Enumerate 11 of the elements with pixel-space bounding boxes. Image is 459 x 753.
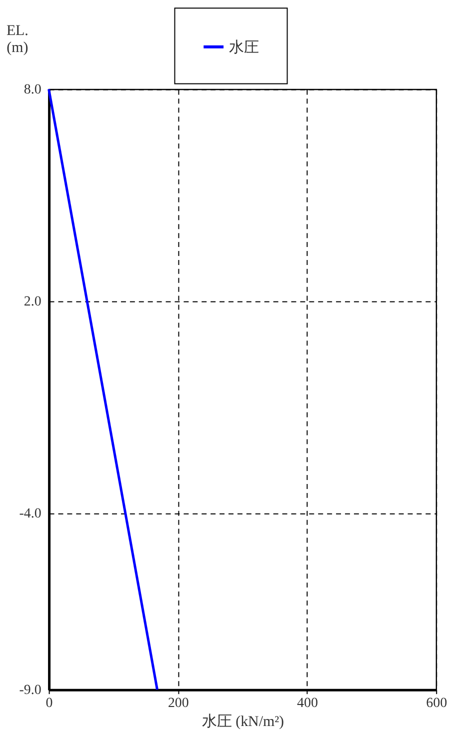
y-tick-label: 2.0 [24, 294, 42, 310]
y-tick-label: -4.0 [19, 506, 42, 522]
y-tick-label: 8.0 [24, 82, 42, 98]
legend-label: 水圧 [229, 38, 259, 56]
y-axis-title: EL. (m) [6, 22, 28, 56]
x-axis-title: 水圧 (kN/m²) [202, 712, 284, 730]
x-tick-label: 400 [297, 696, 318, 712]
x-tick-label: 600 [426, 696, 448, 712]
x-tick-label: 0 [46, 696, 53, 712]
x-tick-label: 200 [168, 696, 189, 712]
y-tick-label: -9.0 [19, 683, 42, 698]
